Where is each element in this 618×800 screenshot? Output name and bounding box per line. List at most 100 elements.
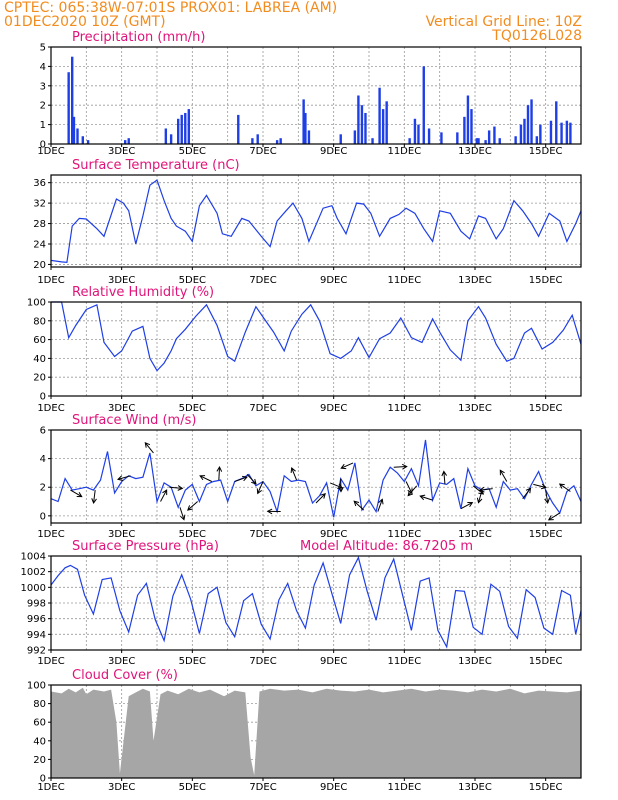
precip-bar — [184, 112, 187, 144]
x-tick-label: 3DEC — [108, 656, 135, 667]
pressure-line — [50, 555, 582, 649]
precip-bar — [237, 114, 240, 144]
wind-arrow — [216, 466, 223, 481]
x-tick-label: 5DEC — [179, 275, 206, 286]
precip-bar — [307, 130, 311, 144]
x-tick-label: 9DEC — [320, 529, 347, 540]
precip-bar — [519, 124, 523, 144]
y-tick-label: 1004 — [21, 552, 46, 563]
x-tick-label: 11DEC — [387, 782, 421, 793]
precip-bar — [180, 114, 183, 144]
precip-bar — [565, 120, 569, 144]
precip-bar — [422, 66, 425, 144]
x-tick-label: 11DEC — [387, 403, 421, 414]
precip-bar — [81, 136, 84, 144]
precip-bar — [371, 138, 374, 144]
precip-bar — [440, 132, 443, 144]
y-tick-label: 0 — [40, 774, 46, 785]
y-tick-label: 20 — [33, 260, 46, 271]
precip-bar — [526, 105, 530, 144]
wind-arrow — [407, 485, 418, 497]
x-tick-label: 1DEC — [37, 275, 64, 286]
precip-bar — [466, 95, 470, 144]
cloud-cover-area — [51, 687, 581, 778]
header-grid-note: Vertical Grid Line: 10Z — [425, 14, 582, 30]
y-tick-label: 40 — [33, 736, 46, 747]
x-tick-label: 15DEC — [529, 656, 563, 667]
x-tick-label: 9DEC — [320, 146, 347, 157]
x-tick-label: 5DEC — [179, 782, 206, 793]
y-tick-label: 20 — [33, 373, 46, 384]
precip-bar — [275, 140, 279, 144]
x-tick-label: 1DEC — [37, 782, 64, 793]
wind-title: Surface Wind (m/s) — [72, 413, 196, 428]
x-tick-label: 9DEC — [320, 275, 347, 286]
x-tick-label: 13DEC — [458, 403, 492, 414]
precip-bar — [169, 134, 173, 144]
precip-bar — [177, 118, 180, 144]
precip-bar — [560, 122, 563, 144]
precip-bar — [408, 138, 411, 144]
wind-arrow — [544, 490, 550, 504]
wind-frame — [50, 429, 582, 524]
x-tick-label: 13DEC — [458, 529, 492, 540]
wind-arrow — [144, 441, 154, 454]
wind-arrow — [199, 475, 212, 482]
y-tick-label: 3 — [40, 81, 46, 92]
wind-arrow — [91, 490, 97, 505]
precip-bar — [86, 140, 90, 144]
wind-arrow — [256, 481, 264, 495]
wind-arrow — [533, 483, 547, 490]
header-datetime: 01DEC2020 10Z (GMT) — [4, 14, 166, 30]
y-tick-label: 24 — [33, 240, 46, 251]
wind-arrow — [266, 508, 281, 515]
y-tick-label: 994 — [27, 630, 46, 641]
wind-arrow — [117, 475, 131, 481]
precip-bar — [360, 105, 364, 144]
y-tick-label: 60 — [33, 718, 46, 729]
x-tick-label: 15DEC — [529, 275, 563, 286]
precip-bar — [413, 118, 417, 144]
precip-bar — [385, 101, 388, 144]
wind-arrow — [522, 487, 532, 499]
cloud-frame — [50, 684, 582, 779]
y-tick-label: 28 — [33, 219, 46, 230]
x-tick-label: 11DEC — [387, 529, 421, 540]
temperature-title: Surface Temperature (nC) — [72, 158, 240, 173]
header-station: CPTEC: 065:38W-07:01S PROX01: LABREA (AM… — [4, 0, 338, 16]
x-tick-label: 15DEC — [529, 529, 563, 540]
humidity-frame — [50, 301, 582, 397]
cloud-title: Cloud Cover (%) — [72, 668, 178, 683]
wind-arrow — [377, 498, 384, 512]
precip-bar — [256, 134, 259, 144]
wind-arrow — [315, 493, 326, 504]
wind-arrow — [187, 501, 198, 511]
x-tick-label: 3DEC — [108, 782, 135, 793]
wind-arrow — [419, 494, 433, 501]
precip-bar — [487, 130, 491, 144]
x-tick-label: 15DEC — [529, 146, 563, 157]
y-tick-label: 100 — [27, 681, 46, 692]
precipitation-title: Precipitation (mm/h) — [72, 30, 205, 45]
y-tick-label: 40 — [33, 354, 46, 365]
precip-bar — [470, 109, 473, 144]
y-tick-label: 6 — [40, 426, 46, 437]
precip-bar — [76, 128, 79, 144]
precip-bar — [569, 122, 572, 144]
wind-arrow — [558, 483, 571, 492]
precip-bar — [463, 116, 466, 144]
precip-bar — [523, 118, 526, 144]
y-tick-label: 20 — [33, 755, 46, 766]
x-tick-label: 7DEC — [249, 529, 276, 540]
precip-bar — [357, 95, 360, 144]
y-tick-label: 992 — [27, 646, 46, 657]
precip-bar — [493, 126, 496, 144]
precip-bar — [279, 138, 282, 144]
x-tick-label: 13DEC — [458, 656, 492, 667]
precip-bar — [417, 124, 420, 144]
precip-bar — [530, 99, 533, 144]
y-tick-label: 0 — [40, 511, 46, 522]
humidity-title: Relative Humidity (%) — [72, 285, 214, 300]
precip-bar — [364, 112, 367, 144]
x-tick-label: 15DEC — [529, 403, 563, 414]
